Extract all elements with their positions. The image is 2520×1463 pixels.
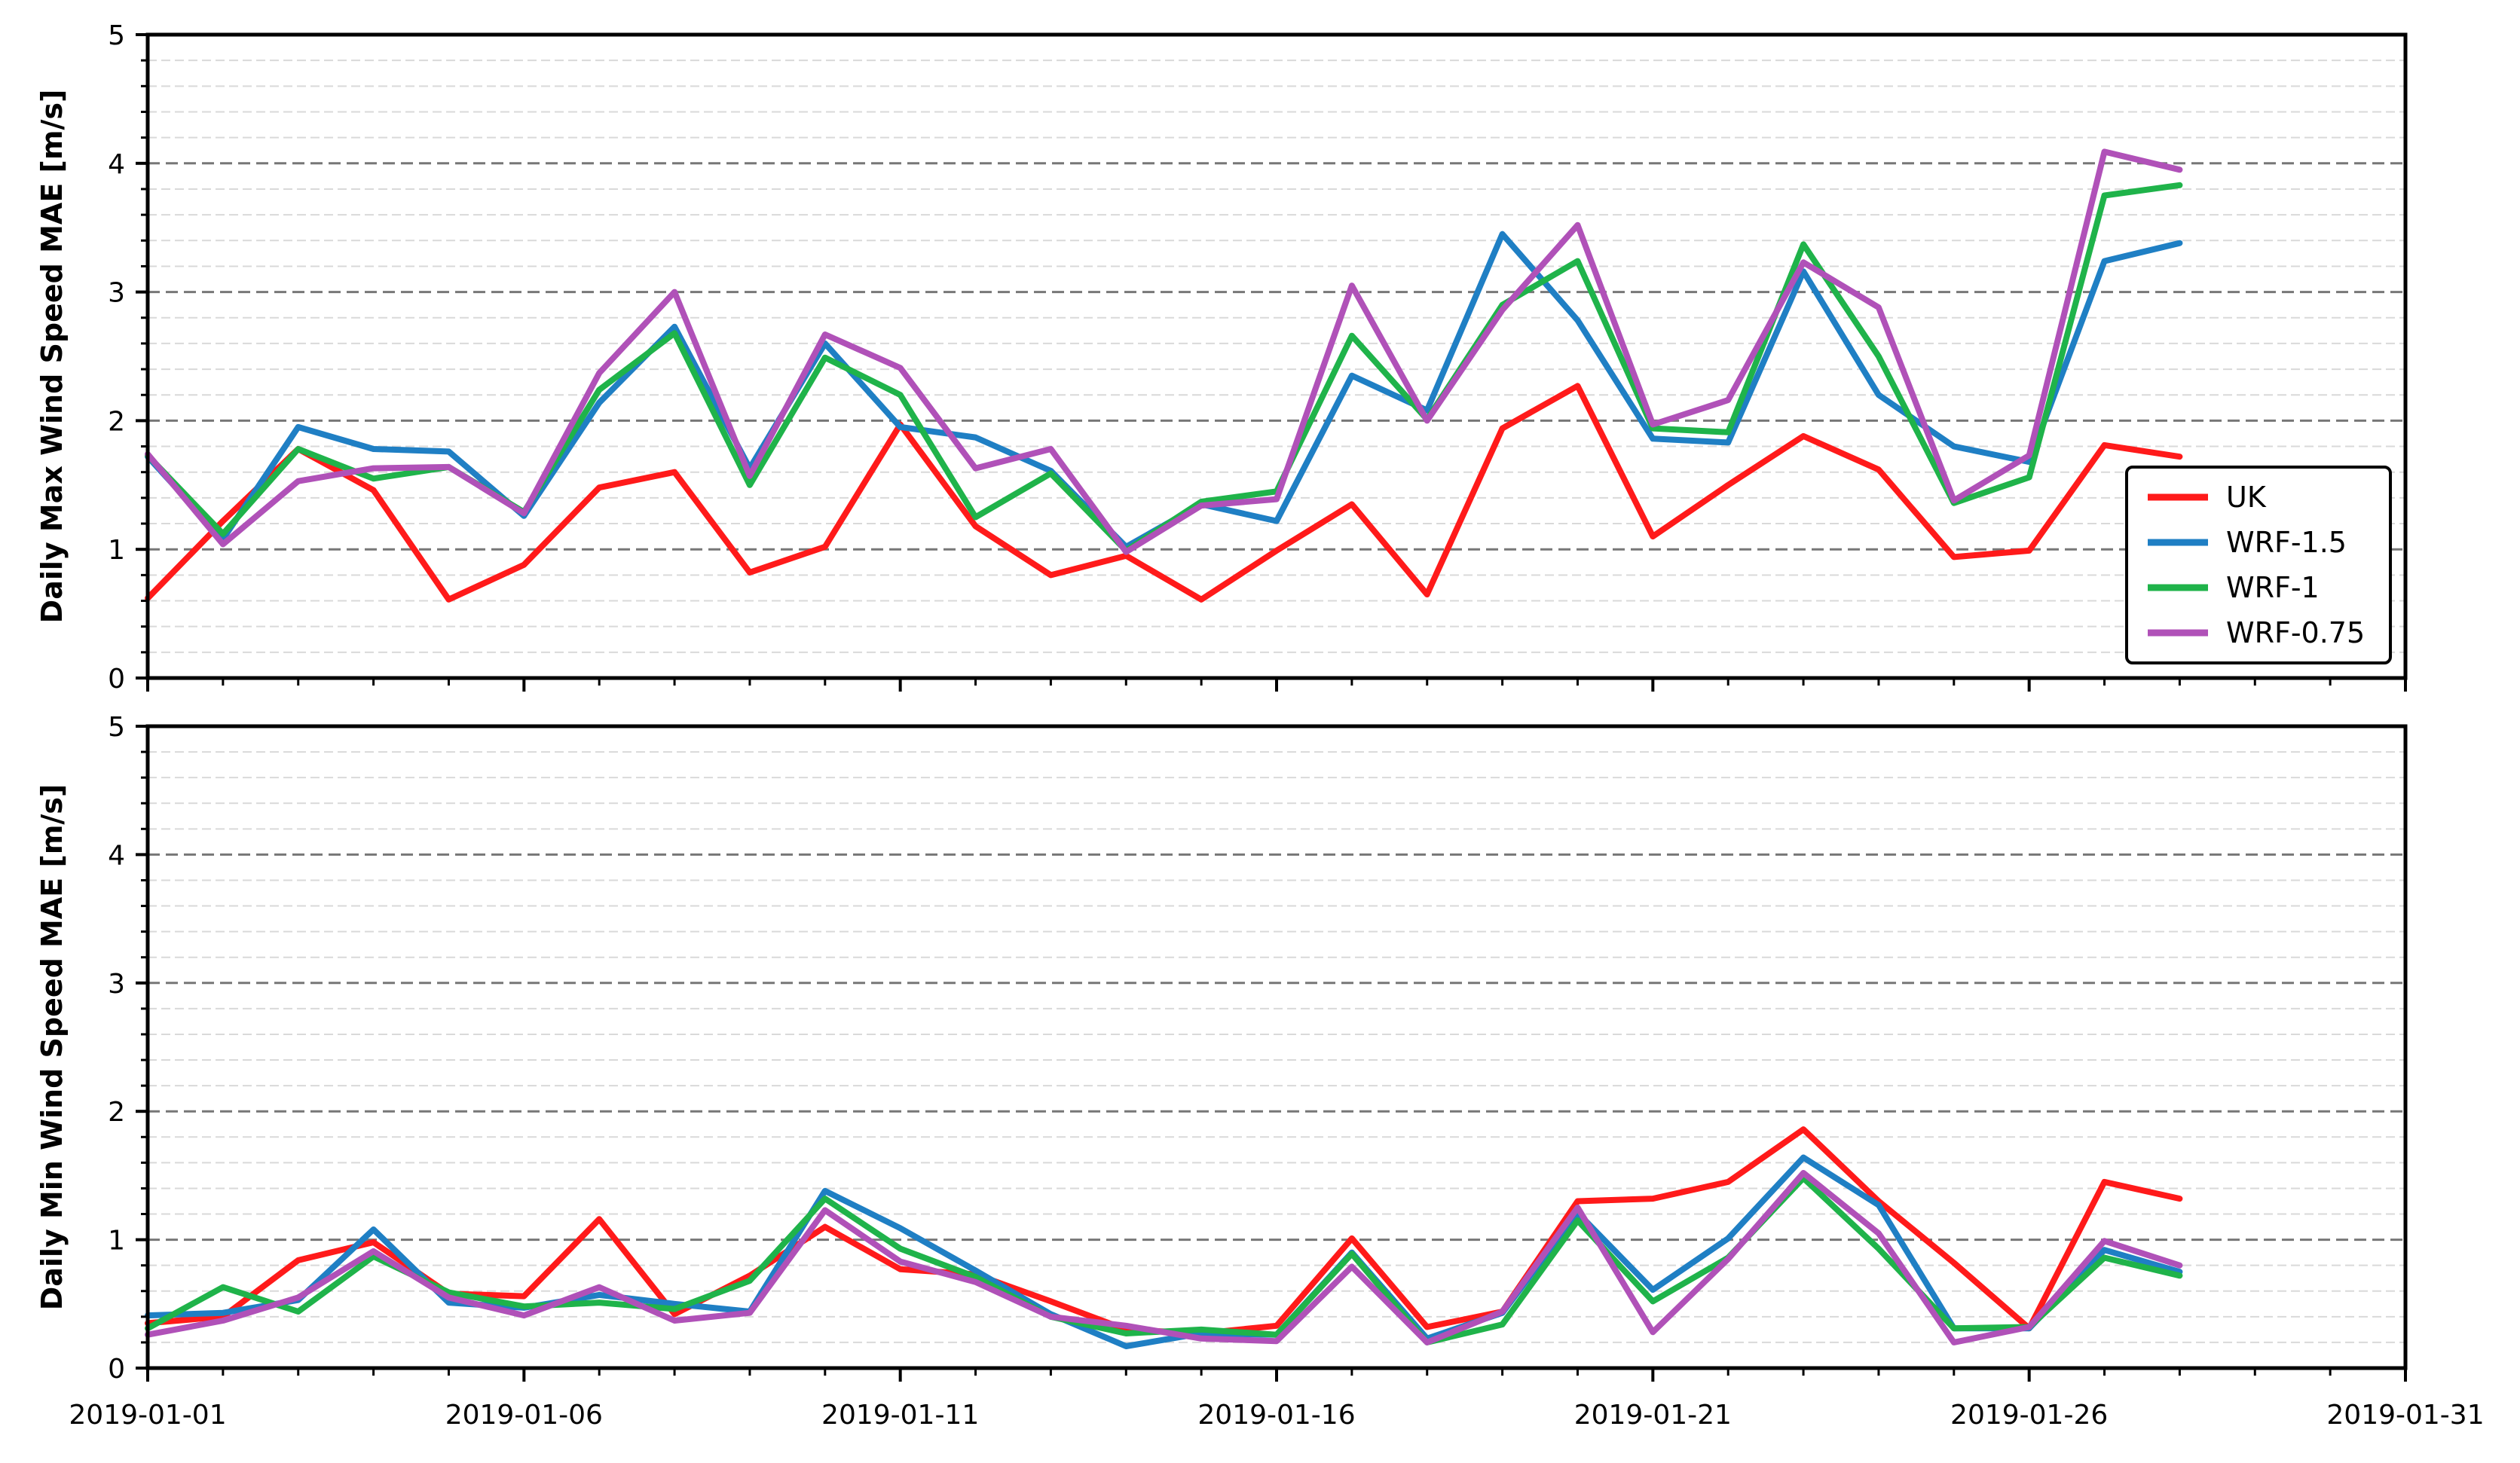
- y-tick-label: 2: [108, 1097, 125, 1128]
- series-line-uk: [145, 383, 2183, 603]
- y-axis-label: Daily Min Wind Speed MAE [m/s]: [35, 784, 69, 1311]
- series-line-wrf-1-5: [145, 231, 2183, 550]
- x-tick-label: 2019-01-01: [69, 1400, 226, 1431]
- y-tick-label: 4: [108, 149, 125, 180]
- series-line-wrf-0-75: [145, 148, 2183, 555]
- x-tick-label: 2019-01-16: [1197, 1400, 1355, 1431]
- y-tick-label: 3: [108, 969, 125, 1000]
- legend-box: [2125, 466, 2392, 664]
- y-tick-label: 1: [108, 1226, 125, 1257]
- series-line-wrf-0-75: [145, 1170, 2183, 1345]
- y-tick-label: 5: [108, 20, 125, 51]
- series-line-wrf-1-5: [145, 1154, 2183, 1349]
- max-wind-panel: 0 1 2 3 4 5 Daily Max Wind Speed MAE [m/s] UK WR…: [35, 20, 2408, 695]
- x-tick-label: 2019-01-21: [1574, 1400, 1732, 1431]
- y-tick-label: 5: [108, 712, 125, 743]
- x-tick-label: 2019-01-11: [821, 1400, 979, 1431]
- y-tick-label: 0: [108, 1354, 125, 1385]
- y-tick-label: 2: [108, 406, 125, 437]
- legend-label: WRF-1.5: [2226, 526, 2347, 559]
- plot-frame: [145, 724, 2408, 1370]
- y-axis-label: Daily Max Wind Speed MAE [m/s]: [35, 90, 69, 624]
- x-tick-label: 2019-01-26: [1950, 1400, 2108, 1431]
- y-tick-label: 1: [108, 535, 125, 566]
- x-tick-label: 2019-01-31: [2326, 1400, 2484, 1431]
- y-tick-label: 4: [108, 840, 125, 871]
- y-tick-label: 3: [108, 278, 125, 309]
- legend-label: UK: [2226, 481, 2267, 514]
- min-wind-panel: 0 1 2 3 4 5 2019-01-01 2019-01-06 2019-01-11 2019…: [35, 712, 2485, 1431]
- legend-label: WRF-1: [2226, 571, 2320, 604]
- y-tick-label: 0: [108, 664, 125, 695]
- x-tick-label: 2019-01-06: [445, 1400, 603, 1431]
- legend-label: WRF-0.75: [2226, 616, 2365, 649]
